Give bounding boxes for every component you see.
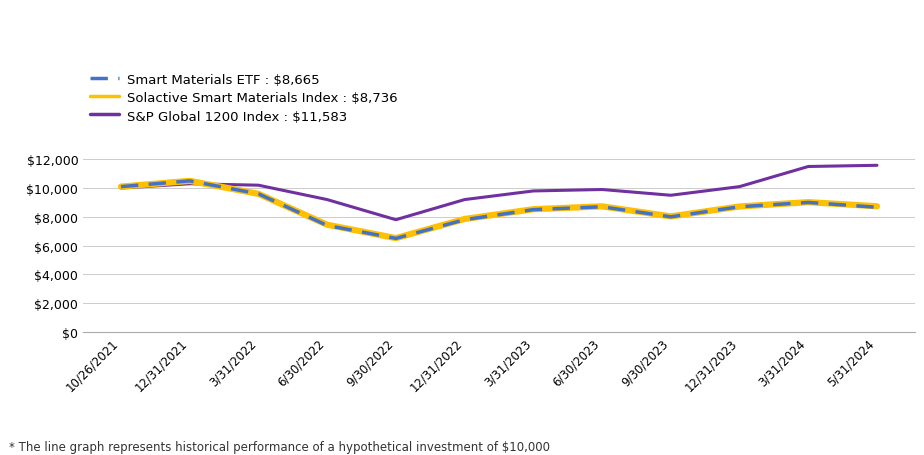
Smart Materials ETF : $8,665: (6, 8.5e+03): $8,665: (6, 8.5e+03) — [528, 207, 539, 213]
Line: S&P Global 1200 Index : $11,583: S&P Global 1200 Index : $11,583 — [121, 166, 877, 220]
S&P Global 1200 Index : $11,583: (10, 1.15e+04): $11,583: (10, 1.15e+04) — [803, 164, 814, 170]
S&P Global 1200 Index : $11,583: (0, 1e+04): $11,583: (0, 1e+04) — [116, 186, 127, 192]
S&P Global 1200 Index : $11,583: (2, 1.02e+04): $11,583: (2, 1.02e+04) — [253, 183, 264, 188]
Solactive Smart Materials Index : $8,736: (2, 9.6e+03): $8,736: (2, 9.6e+03) — [253, 192, 264, 197]
S&P Global 1200 Index : $11,583: (8, 9.5e+03): $11,583: (8, 9.5e+03) — [665, 193, 676, 198]
Smart Materials ETF : $8,665: (2, 9.6e+03): $8,665: (2, 9.6e+03) — [253, 192, 264, 197]
S&P Global 1200 Index : $11,583: (1, 1.03e+04): $11,583: (1, 1.03e+04) — [184, 182, 195, 187]
Smart Materials ETF : $8,665: (5, 7.8e+03): $8,665: (5, 7.8e+03) — [459, 217, 470, 223]
Solactive Smart Materials Index : $8,736: (0, 1.01e+04): $8,736: (0, 1.01e+04) — [116, 184, 127, 190]
Smart Materials ETF : $8,665: (3, 7.4e+03): $8,665: (3, 7.4e+03) — [322, 223, 333, 229]
Solactive Smart Materials Index : $8,736: (10, 9.02e+03): $8,736: (10, 9.02e+03) — [803, 200, 814, 206]
Smart Materials ETF : $8,665: (10, 9e+03): $8,665: (10, 9e+03) — [803, 200, 814, 206]
Solactive Smart Materials Index : $8,736: (9, 8.72e+03): $8,736: (9, 8.72e+03) — [734, 204, 745, 210]
Text: * The line graph represents historical performance of a hypothetical investment : * The line graph represents historical p… — [9, 440, 550, 453]
Legend: Smart Materials ETF : $8,665, Solactive Smart Materials Index : $8,736, S&P Glob: Smart Materials ETF : $8,665, Solactive … — [90, 74, 397, 123]
Smart Materials ETF : $8,665: (9, 8.7e+03): $8,665: (9, 8.7e+03) — [734, 205, 745, 210]
Solactive Smart Materials Index : $8,736: (8, 8.03e+03): $8,736: (8, 8.03e+03) — [665, 214, 676, 220]
Line: Smart Materials ETF : $8,665: Smart Materials ETF : $8,665 — [121, 182, 877, 239]
Solactive Smart Materials Index : $8,736: (3, 7.45e+03): $8,736: (3, 7.45e+03) — [322, 222, 333, 228]
Smart Materials ETF : $8,665: (1, 1.05e+04): $8,665: (1, 1.05e+04) — [184, 179, 195, 184]
Smart Materials ETF : $8,665: (0, 1.01e+04): $8,665: (0, 1.01e+04) — [116, 184, 127, 190]
S&P Global 1200 Index : $11,583: (5, 9.2e+03): $11,583: (5, 9.2e+03) — [459, 197, 470, 203]
Solactive Smart Materials Index : $8,736: (6, 8.53e+03): $8,736: (6, 8.53e+03) — [528, 207, 539, 212]
Solactive Smart Materials Index : $8,736: (5, 7.85e+03): $8,736: (5, 7.85e+03) — [459, 217, 470, 222]
Solactive Smart Materials Index : $8,736: (7, 8.73e+03): $8,736: (7, 8.73e+03) — [597, 204, 608, 210]
Smart Materials ETF : $8,665: (11, 8.66e+03): $8,665: (11, 8.66e+03) — [871, 205, 882, 211]
S&P Global 1200 Index : $11,583: (11, 1.16e+04): $11,583: (11, 1.16e+04) — [871, 163, 882, 169]
Solactive Smart Materials Index : $8,736: (4, 6.52e+03): $8,736: (4, 6.52e+03) — [390, 236, 401, 241]
S&P Global 1200 Index : $11,583: (6, 9.8e+03): $11,583: (6, 9.8e+03) — [528, 189, 539, 194]
Smart Materials ETF : $8,665: (4, 6.5e+03): $8,665: (4, 6.5e+03) — [390, 236, 401, 242]
Solactive Smart Materials Index : $8,736: (11, 8.74e+03): $8,736: (11, 8.74e+03) — [871, 204, 882, 209]
Smart Materials ETF : $8,665: (8, 8e+03): $8,665: (8, 8e+03) — [665, 215, 676, 220]
S&P Global 1200 Index : $11,583: (7, 9.9e+03): $11,583: (7, 9.9e+03) — [597, 187, 608, 193]
S&P Global 1200 Index : $11,583: (9, 1.01e+04): $11,583: (9, 1.01e+04) — [734, 184, 745, 190]
Line: Solactive Smart Materials Index : $8,736: Solactive Smart Materials Index : $8,736 — [121, 182, 877, 238]
S&P Global 1200 Index : $11,583: (4, 7.8e+03): $11,583: (4, 7.8e+03) — [390, 217, 401, 223]
Solactive Smart Materials Index : $8,736: (1, 1.05e+04): $8,736: (1, 1.05e+04) — [184, 179, 195, 184]
S&P Global 1200 Index : $11,583: (3, 9.2e+03): $11,583: (3, 9.2e+03) — [322, 197, 333, 203]
Smart Materials ETF : $8,665: (7, 8.7e+03): $8,665: (7, 8.7e+03) — [597, 205, 608, 210]
